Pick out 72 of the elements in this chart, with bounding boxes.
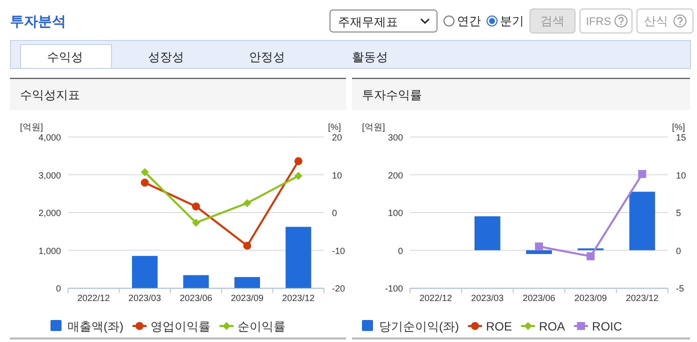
point — [192, 218, 200, 227]
point — [243, 199, 252, 208]
y2-tick-label: 10 — [332, 170, 342, 180]
legend-label: 순이익률 — [238, 320, 286, 334]
bar — [132, 256, 158, 288]
point — [140, 168, 149, 176]
text: 활동성 — [352, 50, 388, 64]
y2-axis-title: [%] — [672, 122, 686, 132]
y-axis-title: [억원] — [20, 122, 44, 132]
point — [294, 172, 302, 180]
bar — [474, 216, 500, 250]
x-tick-label: 2023/06 — [180, 293, 212, 303]
legend-label: ROIC — [592, 320, 622, 334]
x-tick-label: 2023/03 — [128, 293, 162, 303]
y-tick-label: 200 — [388, 170, 403, 180]
y-tick-label: 3,000 — [38, 170, 61, 180]
legend-label: ROE — [486, 320, 512, 334]
x-tick-label: 2022/12 — [420, 293, 452, 303]
y-tick-label: 100 — [388, 208, 403, 218]
legend-label: 당기순이익(좌) — [379, 320, 459, 334]
point — [192, 202, 200, 210]
point — [586, 252, 595, 260]
point — [243, 242, 252, 250]
x-tick-label: 2023/12 — [282, 293, 315, 303]
x-tick-label: 2022/12 — [77, 293, 110, 303]
y2-tick-label: -10 — [332, 246, 346, 256]
x-tick-label: 2023/09 — [230, 293, 264, 303]
point — [638, 170, 646, 178]
bar — [234, 277, 260, 288]
y-tick-label: 1,000 — [38, 246, 61, 256]
y-tick-label: 0 — [56, 284, 61, 294]
x-tick-label: 2023/06 — [522, 293, 556, 303]
point — [535, 242, 543, 250]
bar — [629, 192, 656, 250]
text: 산식 — [644, 14, 668, 28]
legend-label: 매출액(좌) — [68, 320, 124, 334]
y2-tick-label: 5 — [676, 208, 682, 218]
text: 수익성 — [47, 50, 83, 64]
chart-title: 투자수익률 — [362, 88, 422, 102]
x-tick-label: 2023/09 — [574, 293, 607, 303]
text: 안정성 — [249, 50, 285, 64]
y-axis-title: [억원] — [362, 122, 386, 132]
text: 검색 — [540, 14, 564, 28]
y2-tick-label: -20 — [332, 284, 346, 294]
y2-tick-label: 0 — [332, 208, 338, 218]
y2-tick-label: 20 — [332, 132, 342, 142]
legend-label: 영업이익률 — [150, 320, 210, 334]
point — [294, 157, 302, 166]
text: 투자분석 — [10, 13, 66, 29]
y-tick-label: 0 — [398, 246, 403, 256]
y2-tick-label: 15 — [676, 132, 686, 142]
y-tick-label: 2,000 — [38, 208, 61, 218]
bar — [526, 250, 552, 254]
text: 연간 — [457, 14, 481, 28]
x-tick-label: 2023/03 — [471, 293, 504, 303]
bar — [183, 275, 209, 288]
text: 성장성 — [148, 50, 184, 64]
bar — [286, 226, 312, 288]
y-tick-label: 4,000 — [38, 132, 61, 142]
point — [140, 178, 149, 187]
x-tick-label: 2023/12 — [626, 293, 658, 303]
legend-label: ROA — [539, 320, 566, 334]
text: 분기 — [500, 14, 524, 28]
y2-tick-label: -5 — [676, 284, 684, 294]
y-tick-label: -100 — [384, 284, 403, 294]
y2-tick-label: 10 — [676, 170, 686, 180]
y2-axis-title: [%] — [328, 122, 342, 132]
y2-tick-label: 0 — [676, 246, 682, 256]
text: IFRS — [586, 16, 612, 28]
chart-title: 수익성지표 — [20, 88, 80, 102]
y-tick-label: 300 — [388, 132, 403, 142]
text: 주재무제표 — [338, 15, 398, 29]
